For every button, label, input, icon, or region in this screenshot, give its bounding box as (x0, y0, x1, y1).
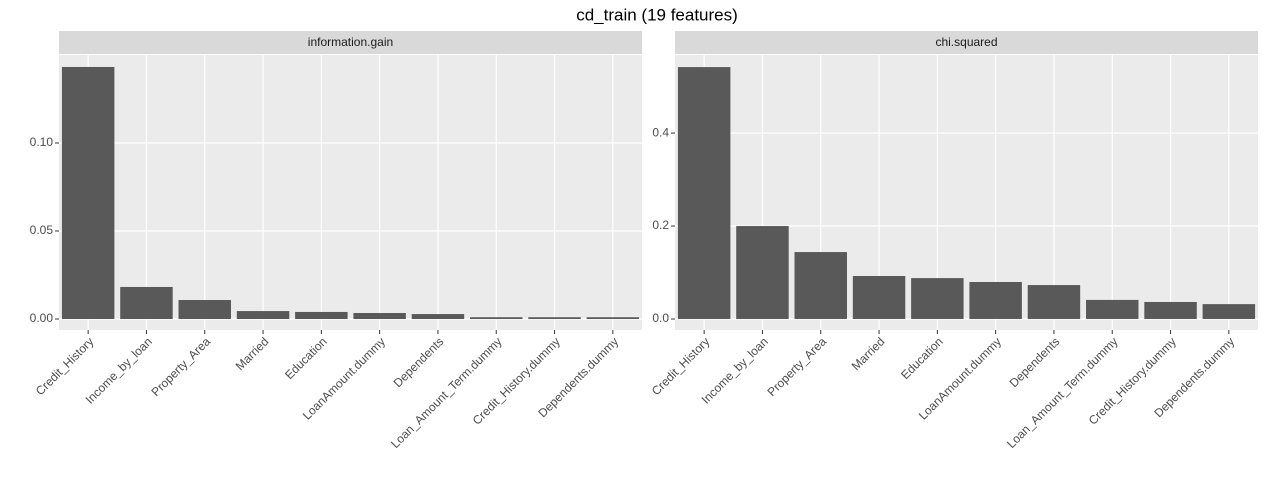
bar (911, 278, 964, 319)
bar (295, 311, 348, 319)
strip (675, 31, 1258, 54)
bar (528, 317, 581, 319)
bar (411, 314, 465, 319)
bar (61, 66, 115, 319)
chart-title: cd_train (19 features) (576, 5, 738, 24)
bar (353, 313, 406, 319)
bar (736, 226, 789, 319)
bar (586, 317, 640, 319)
y-tick-label: 0.0 (652, 311, 669, 325)
panel-title: chi.squared (935, 35, 997, 49)
y-tick-label: 0.05 (30, 223, 54, 237)
plot-background (59, 55, 642, 330)
bar (470, 317, 523, 319)
panel-title: information.gain (308, 35, 393, 49)
bar (1027, 285, 1081, 319)
bar (677, 67, 731, 319)
strip (59, 31, 642, 54)
bar (236, 311, 290, 319)
y-tick-label: 0.4 (652, 125, 669, 139)
bar (852, 275, 906, 319)
bar (1202, 304, 1256, 319)
bar (1086, 299, 1139, 319)
bar (969, 281, 1022, 319)
y-tick-label: 0.10 (30, 135, 54, 149)
bar (794, 252, 847, 319)
y-tick-label: 0.00 (30, 311, 54, 325)
bar (178, 299, 231, 319)
y-tick-label: 0.2 (652, 218, 669, 232)
bar (1144, 301, 1197, 319)
bar (120, 286, 173, 319)
